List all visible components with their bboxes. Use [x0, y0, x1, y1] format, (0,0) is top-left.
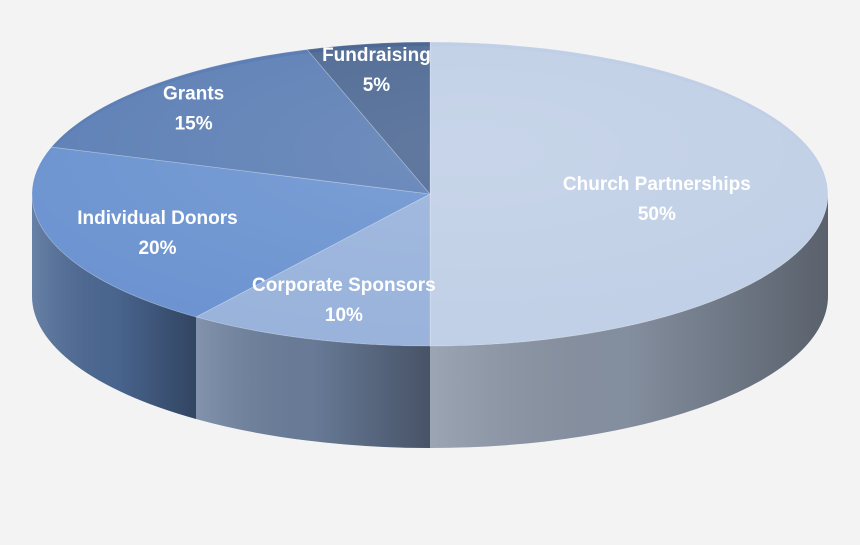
- pie-side-shade-church-partnerships: [430, 194, 828, 448]
- pie-labels: Church Partnerships 50% Corporate Sponsors…: [77, 45, 751, 326]
- pie-value-fundraising: 5%: [363, 75, 391, 96]
- pie-value-corporate-sponsors: 10%: [325, 305, 363, 326]
- pie-value-individual-donors: 20%: [138, 238, 176, 259]
- pie-side-shade-corporate-sponsors: [196, 316, 430, 448]
- pie-sides: [32, 194, 828, 448]
- pie-label-corporate-sponsors: Corporate Sponsors: [252, 275, 436, 296]
- pie-label-fundraising: Fundraising: [322, 45, 431, 66]
- pie-label-grants: Grants: [163, 84, 224, 105]
- pie-label-church-partnerships: Church Partnerships: [563, 174, 751, 195]
- pie-value-grants: 15%: [175, 114, 213, 135]
- pie-value-church-partnerships: 50%: [638, 204, 676, 225]
- pie-label-individual-donors: Individual Donors: [77, 208, 237, 229]
